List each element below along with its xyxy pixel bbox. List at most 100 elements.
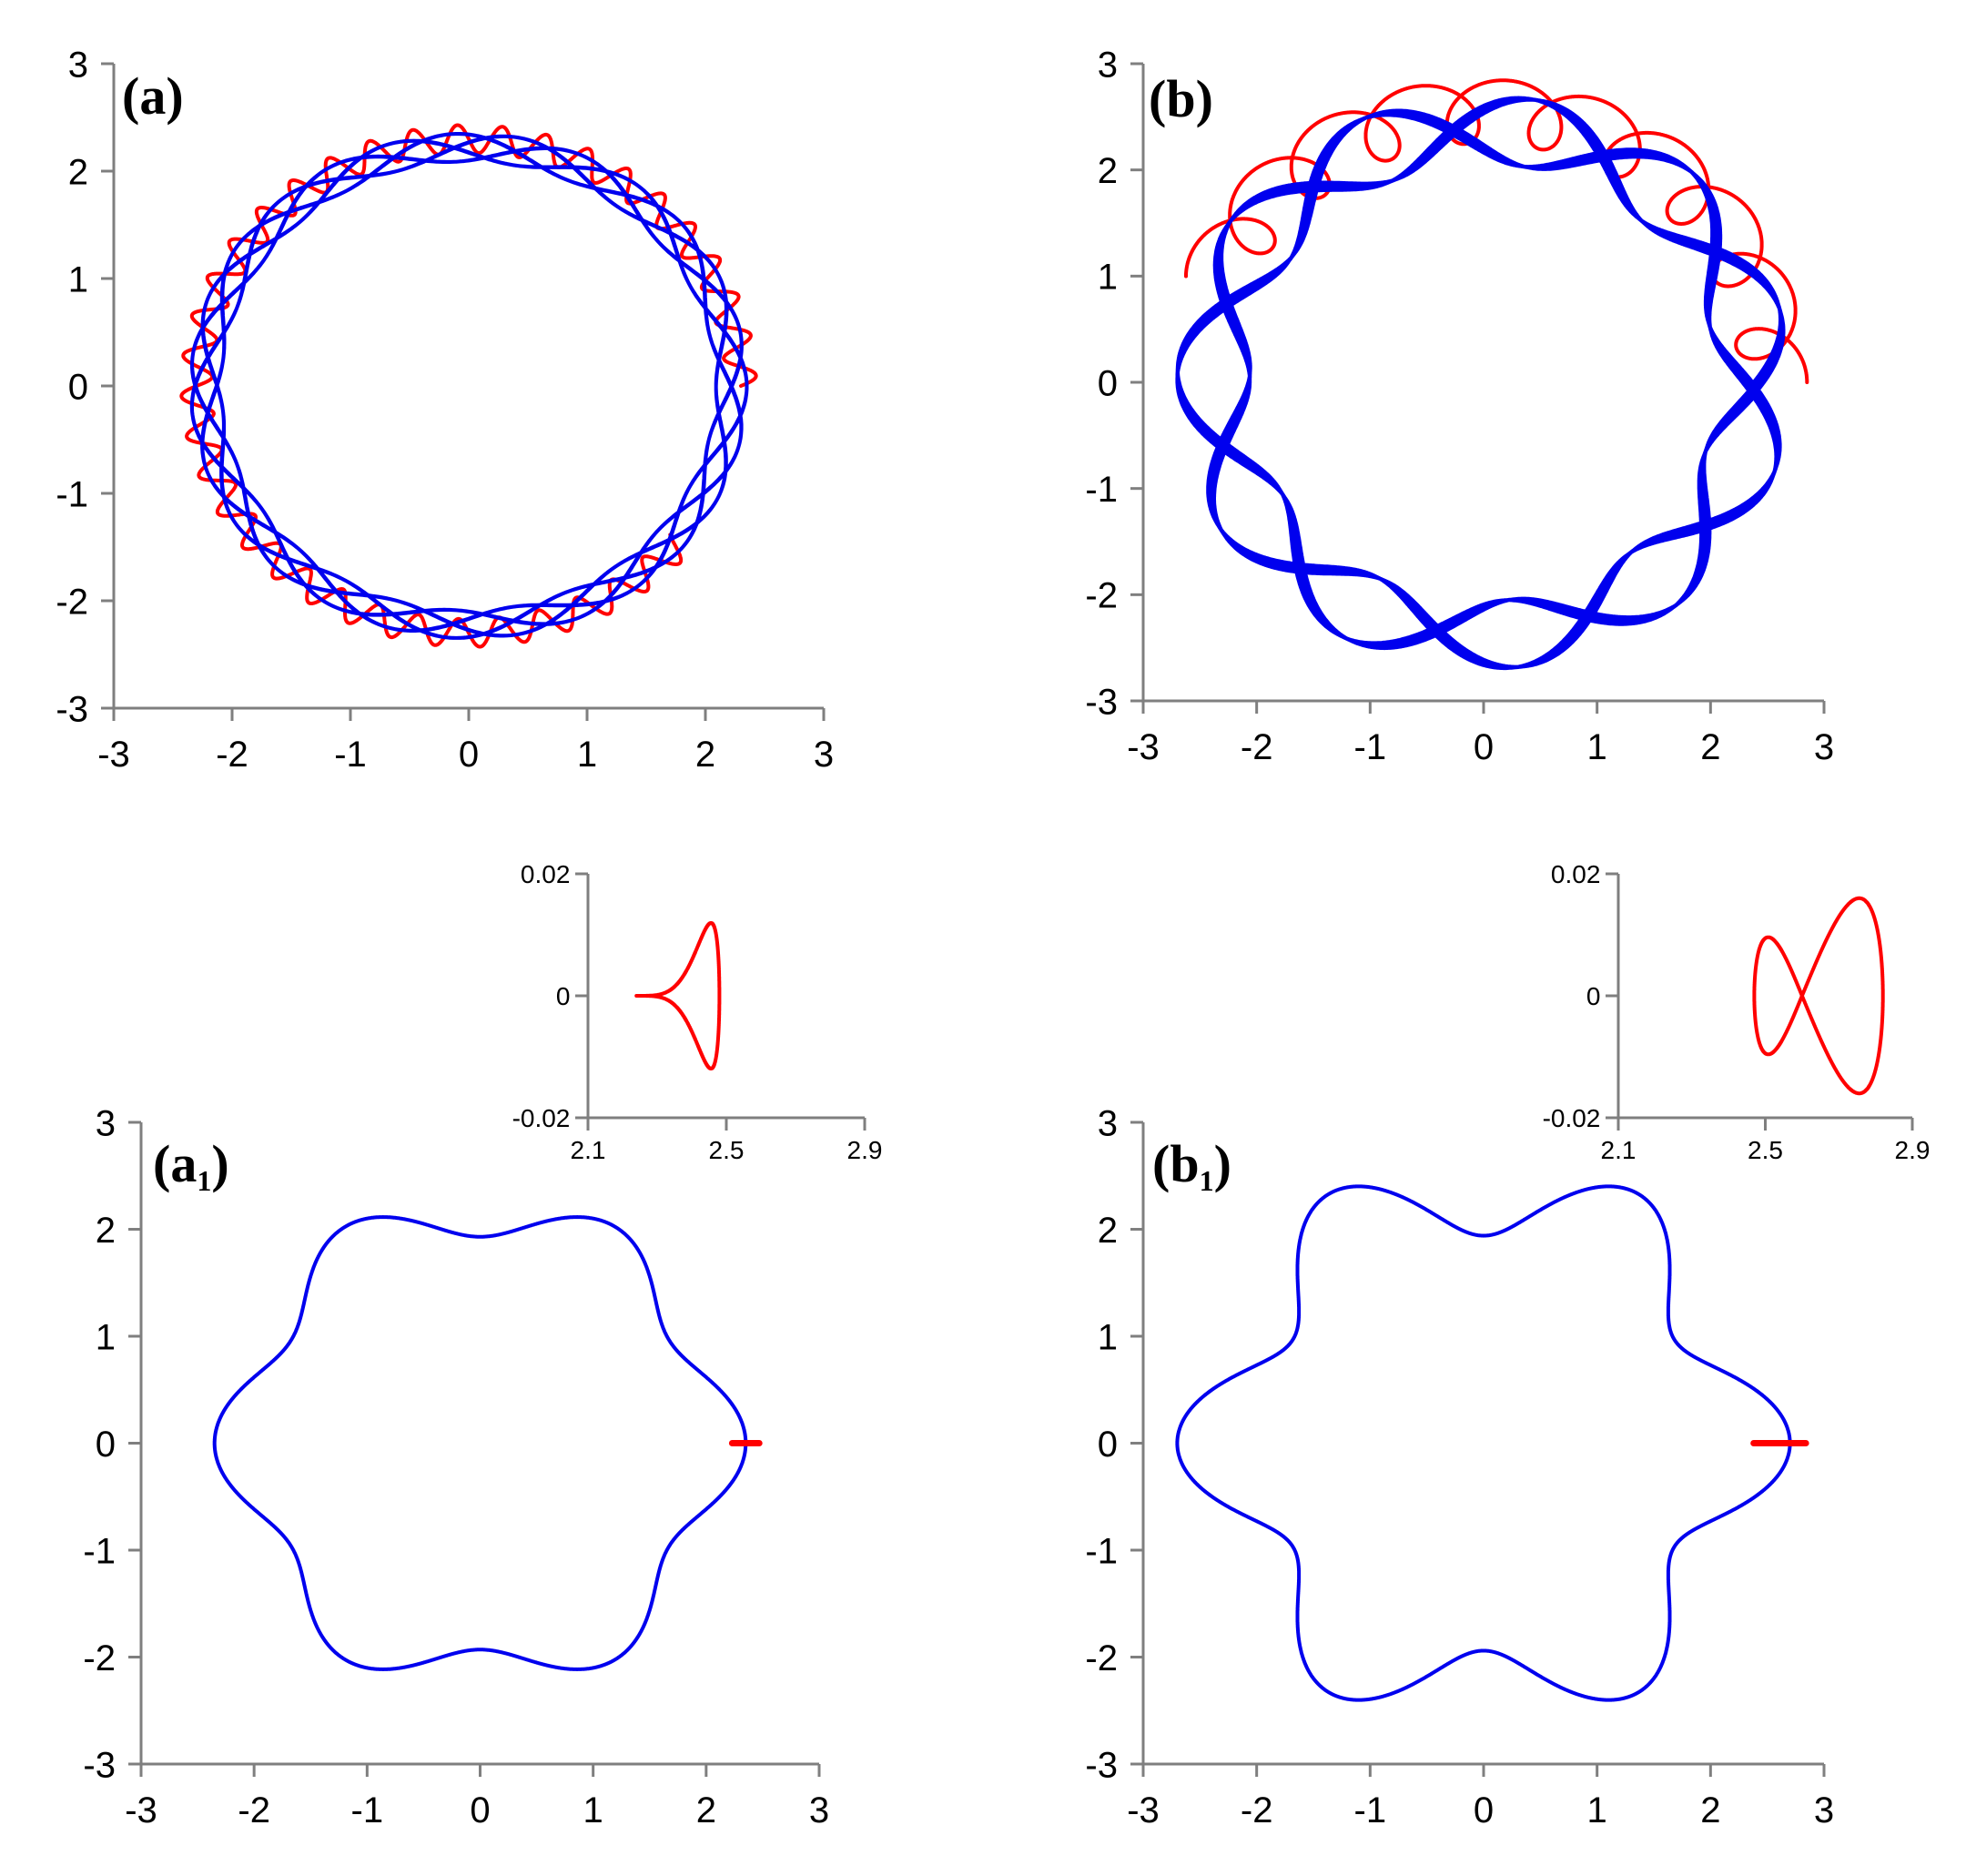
panel-a1-label-main: (a [153, 1134, 197, 1193]
panel-a-x-tick-label: 3 [814, 735, 834, 775]
panel-a1-inset-ticks: 2.1 2.5 2.9 0.02 0 -0.02 [512, 860, 883, 1164]
panel-b-y-tick-label: 3 [1098, 45, 1118, 85]
panel-b-y-tick-label: -2 [1085, 576, 1118, 616]
panel-a-series-0-red-curve [179, 123, 758, 649]
panel-b1-ticks: -3 -2 -1 0 1 2 3 3 2 1 0 -1 -2 -3 [1085, 1103, 1834, 1830]
panel-a1-label-sub: 1 [197, 1164, 211, 1197]
panel-b-y-tick-label: 2 [1098, 151, 1118, 191]
panel-b1-inset-x-tick-label: 2.1 [1601, 1136, 1637, 1164]
panel-a-series-1-blue-curve [189, 132, 749, 640]
panel-a-y-tick-label: -2 [56, 582, 88, 622]
panel-b1-x-tick-label: 0 [1474, 1790, 1494, 1830]
panel-b1-y-tick-label: 3 [1098, 1103, 1118, 1143]
panel-b1-x-tick-label: 2 [1700, 1790, 1720, 1830]
panel-a-ticks: -3 -2 -1 0 1 2 3 3 2 1 0 -1 -2 -3 [56, 45, 834, 775]
panel-b-ticks: -3 -2 -1 0 1 2 3 3 2 1 0 -1 -2 -3 [1085, 45, 1834, 767]
panel-b1-x-tick-label: -3 [1127, 1790, 1160, 1830]
panel-b1-y-tick-label: -1 [1085, 1531, 1118, 1571]
panel-b: -3 -2 -1 0 1 2 3 3 2 1 0 -1 -2 -3 (b) [1085, 45, 1834, 767]
panel-b-x-tick-label: -3 [1127, 727, 1160, 767]
panel-b1-label-sub: 1 [1200, 1164, 1214, 1197]
panel-b-y-tick-label: 1 [1098, 258, 1118, 298]
panel-a1-x-tick-label: 2 [696, 1790, 716, 1830]
panel-b1-inset-x-tick-label: 2.9 [1895, 1136, 1931, 1164]
panel-b1-y-tick-label: 1 [1098, 1317, 1118, 1357]
panel-b1-x-tick-label: 3 [1814, 1790, 1834, 1830]
panel-a-curves [179, 123, 758, 649]
panel-b-x-tick-label: 0 [1474, 727, 1494, 767]
panel-b1-curves [1175, 1184, 1809, 1702]
panel-b1-series-0-blue-curve [1175, 1184, 1792, 1702]
panel-a1-y-tick-label: 0 [96, 1425, 116, 1465]
panel-a1-inset-curves [634, 921, 722, 1070]
panel-a1-inset-y-tick-label: 0.02 [521, 860, 571, 888]
panel-a1-series-0-blue-curve [212, 1215, 748, 1671]
panel-a1-inset-x-tick-label: 2.5 [709, 1136, 745, 1164]
panel-a: -3 -2 -1 0 1 2 3 3 2 1 0 -1 -2 -3 (a) [56, 45, 834, 775]
panel-b-x-tick-label: -2 [1241, 727, 1273, 767]
panel-b-label: (b) [1149, 69, 1213, 128]
panel-a1-ticks: -3 -2 -1 0 1 2 3 3 2 1 0 -1 -2 -3 [83, 1103, 829, 1830]
panel-a1-y-tick-label: -3 [83, 1745, 116, 1785]
panel-b-y-tick-label: 0 [1098, 363, 1118, 403]
panel-a1-y-tick-label: -1 [83, 1531, 116, 1571]
panel-b1-y-tick-label: -2 [1085, 1638, 1118, 1678]
panel-b-y-tick-label: -3 [1085, 682, 1118, 722]
panel-a-y-tick-label: 0 [68, 367, 88, 407]
panel-b1-label-main: (b [1152, 1134, 1200, 1193]
panel-b1-x-tick-label: -1 [1354, 1790, 1387, 1830]
panel-a-y-tick-label: -1 [56, 474, 88, 514]
panel-b-x-tick-label: 3 [1814, 727, 1834, 767]
panel-a1-y-tick-label: 2 [96, 1211, 116, 1251]
panel-b1-inset-series-0-red-curve [1752, 896, 1885, 1096]
panel-b1-inset-x-tick-label: 2.5 [1748, 1136, 1783, 1164]
panel-a1-label-close: ) [211, 1134, 228, 1193]
panel-a1-inset-y-tick-label: -0.02 [512, 1104, 571, 1132]
panel-a-label: (a) [122, 66, 184, 126]
panel-b-x-tick-label: 1 [1587, 727, 1607, 767]
panel-a1-x-tick-label: -2 [238, 1790, 270, 1830]
panel-a-y-tick-label: 3 [68, 45, 88, 85]
panel-a1-x-tick-label: 3 [809, 1790, 829, 1830]
panel-a1-y-tick-label: 1 [96, 1317, 116, 1357]
panel-b-y-tick-label: -1 [1085, 470, 1118, 510]
panel-a-y-tick-label: 2 [68, 152, 88, 192]
panel-b-series-1-blue-curve [1175, 96, 1786, 671]
panel-b1-inset-y-tick-label: -0.02 [1543, 1104, 1601, 1132]
panel-b1-label-close: ) [1214, 1134, 1231, 1193]
panel-a-x-tick-label: 1 [577, 735, 597, 775]
panel-b1-y-tick-label: 0 [1098, 1425, 1118, 1465]
panel-a1-label: (a1) [153, 1134, 229, 1197]
panel-a1-curves [212, 1215, 763, 1671]
panel-a-x-tick-label: -2 [216, 735, 248, 775]
panel-a-y-tick-label: -3 [56, 689, 88, 729]
panel-b-x-tick-label: 2 [1700, 727, 1720, 767]
panel-b1-inset-y-tick-label: 0 [1586, 982, 1601, 1010]
panel-a1-x-tick-label: 1 [583, 1790, 603, 1830]
panel-b1-y-tick-label: 2 [1098, 1211, 1118, 1251]
panel-b1-label: (b1) [1152, 1134, 1231, 1197]
panel-a-x-tick-label: 2 [695, 735, 715, 775]
panel-a1-x-tick-label: 0 [470, 1790, 490, 1830]
panel-a1-inset-x-tick-label: 2.9 [847, 1136, 883, 1164]
panel-b-x-tick-label: -1 [1354, 727, 1387, 767]
panel-a1-x-tick-label: -1 [351, 1790, 384, 1830]
panel-a1-inset-x-tick-label: 2.1 [571, 1136, 606, 1164]
panel-a1-inset-y-tick-label: 0 [556, 982, 571, 1010]
panel-b1-x-tick-label: 1 [1587, 1790, 1607, 1830]
panel-a1-y-tick-label: -2 [83, 1638, 116, 1678]
panel-b1-inset-ticks: 2.1 2.5 2.9 0.02 0 -0.02 [1543, 860, 1931, 1164]
panel-b1-inset-curves [1752, 896, 1885, 1096]
panel-a1-x-tick-label: -3 [125, 1790, 157, 1830]
panel-a-x-tick-label: -1 [334, 735, 367, 775]
panel-b1-x-tick-label: -2 [1241, 1790, 1273, 1830]
panel-b-curves [1175, 78, 1809, 671]
panel-a-x-tick-label: -3 [97, 735, 130, 775]
panel-a1-y-tick-label: 3 [96, 1103, 116, 1143]
panel-b1-y-tick-label: -3 [1085, 1745, 1118, 1785]
panel-b1-inset-y-tick-label: 0.02 [1551, 860, 1601, 888]
panel-a-y-tick-label: 1 [68, 259, 88, 299]
